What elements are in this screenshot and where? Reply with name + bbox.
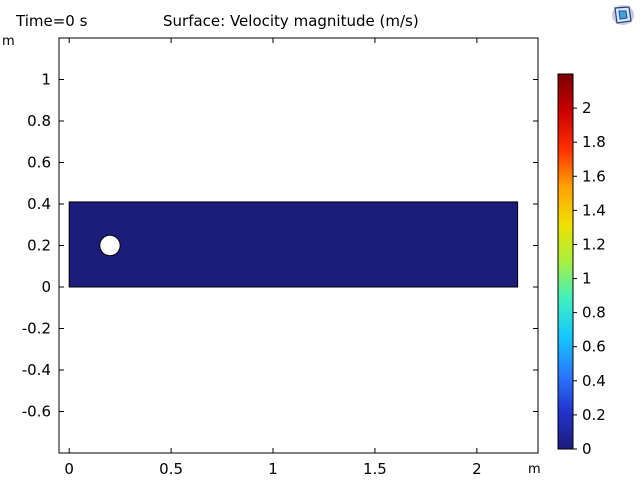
colorbar: 0 0.2 0.4 0.6 0.8 1 1.2 1.4 1.6 1.8 2 xyxy=(557,73,606,458)
time-label: Time=0 s xyxy=(16,12,88,30)
colorbar-tick-label: 1.6 xyxy=(582,167,606,185)
y-tick-label: -0.2 xyxy=(22,320,51,338)
y-tick-label: -0.4 xyxy=(22,361,51,379)
y-tick-label: 0.2 xyxy=(27,237,51,255)
cylinder-obstacle xyxy=(99,234,121,257)
colorbar-tick-label: 1.4 xyxy=(582,201,606,219)
y-tick-label: 1 xyxy=(41,71,51,89)
x-tick-label: 0 xyxy=(64,460,74,478)
colorbar-gradient xyxy=(557,73,574,450)
x-tick-label: 2 xyxy=(472,460,482,478)
channel-domain xyxy=(68,201,519,288)
y-tick-label: 0.8 xyxy=(27,112,51,130)
axis-ticks: 0 0.5 1 1.5 2 -0.6 -0.4 -0.2 0 0.2 0.4 0.6 0.8 1 xyxy=(22,38,538,478)
colorbar-tick-label: 0.8 xyxy=(582,304,606,322)
colorbar-tick-label: 0.6 xyxy=(582,338,606,356)
y-tick-label: 0.4 xyxy=(27,195,51,213)
x-tick-label: 0.5 xyxy=(159,460,183,478)
x-axis-unit: m xyxy=(528,462,541,477)
comsol-logo-icon xyxy=(611,4,635,26)
colorbar-tick-label: 0.2 xyxy=(582,406,606,424)
x-tick-label: 1.5 xyxy=(363,460,387,478)
colorbar-tick-label: 0.4 xyxy=(582,372,606,390)
y-tick-label: 0.6 xyxy=(27,154,51,172)
colorbar-tick-label: 1 xyxy=(582,270,592,288)
colorbar-tick-label: 2 xyxy=(582,99,592,117)
colorbar-tick-label: 0 xyxy=(582,440,592,458)
channel-rect xyxy=(68,201,519,288)
y-axis-unit: m xyxy=(2,34,15,49)
x-tick-label: 1 xyxy=(268,460,278,478)
plot-title: Surface: Velocity magnitude (m/s) xyxy=(163,12,419,30)
colorbar-tick-label: 1.2 xyxy=(582,235,606,253)
y-tick-label: 0 xyxy=(41,278,51,296)
colorbar-tick-label: 1.8 xyxy=(582,133,606,151)
y-tick-label: -0.6 xyxy=(22,403,51,421)
